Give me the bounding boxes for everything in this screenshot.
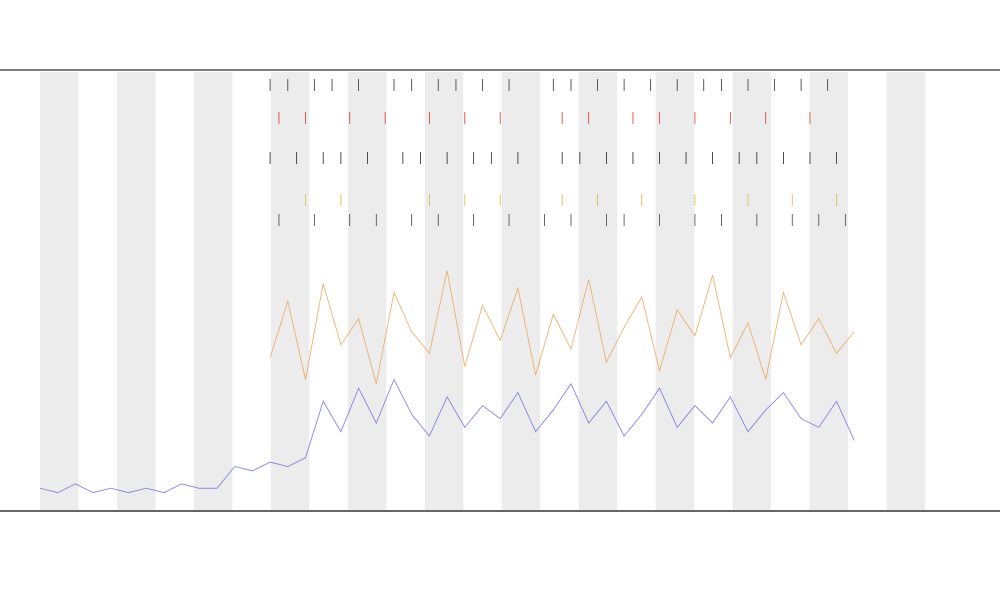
band <box>116 72 156 510</box>
series-line <box>39 378 855 494</box>
band <box>655 72 695 510</box>
band <box>40 72 79 510</box>
band <box>501 72 541 510</box>
band <box>809 72 849 510</box>
band <box>270 72 310 510</box>
series-line <box>269 270 855 384</box>
band <box>424 72 464 510</box>
band <box>347 72 387 510</box>
band <box>886 72 925 510</box>
band <box>193 72 233 510</box>
band <box>578 72 618 510</box>
band <box>732 72 772 510</box>
